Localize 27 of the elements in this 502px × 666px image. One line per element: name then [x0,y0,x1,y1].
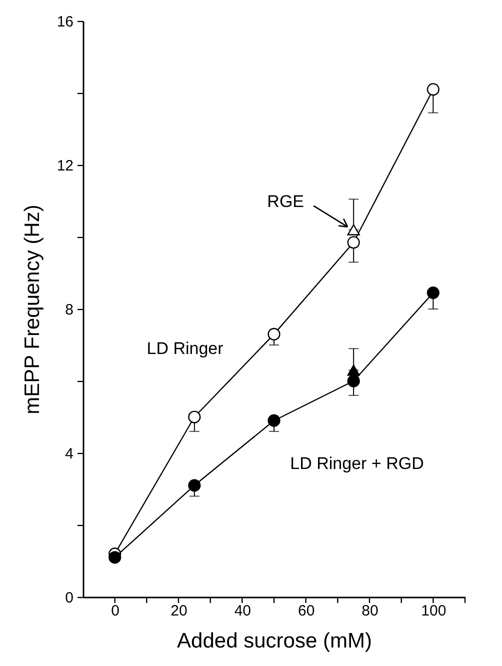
point [268,328,280,340]
y-tick-label: 0 [65,590,74,606]
x-axis-title: Added sucrose (mM) [177,630,372,652]
y-tick-label: 8 [65,302,74,318]
point [347,364,360,376]
y-tick-label: 16 [56,14,74,30]
x-tick-label: 80 [362,602,378,620]
annotation: LD Ringer + RGD [290,454,424,473]
x-tick-label: 20 [170,602,188,620]
point [347,236,360,249]
point [347,374,360,388]
annotation: RGE [267,192,304,211]
x-tick-label: 40 [234,602,252,620]
point [426,286,440,300]
x-tick-label: 100 [421,602,446,620]
x-tick-label: 60 [298,602,315,620]
point [268,414,280,427]
annotation: LD Ringer [146,339,224,358]
point [108,551,122,564]
point [188,410,201,424]
x-tick-label: 0 [111,602,120,620]
point [347,224,360,236]
point [188,479,201,492]
point [426,83,440,96]
y-tick-label: 12 [56,158,74,174]
y-tick-label: 4 [65,446,74,462]
y-axis-title: mEPP Frequency (Hz) [20,204,44,414]
